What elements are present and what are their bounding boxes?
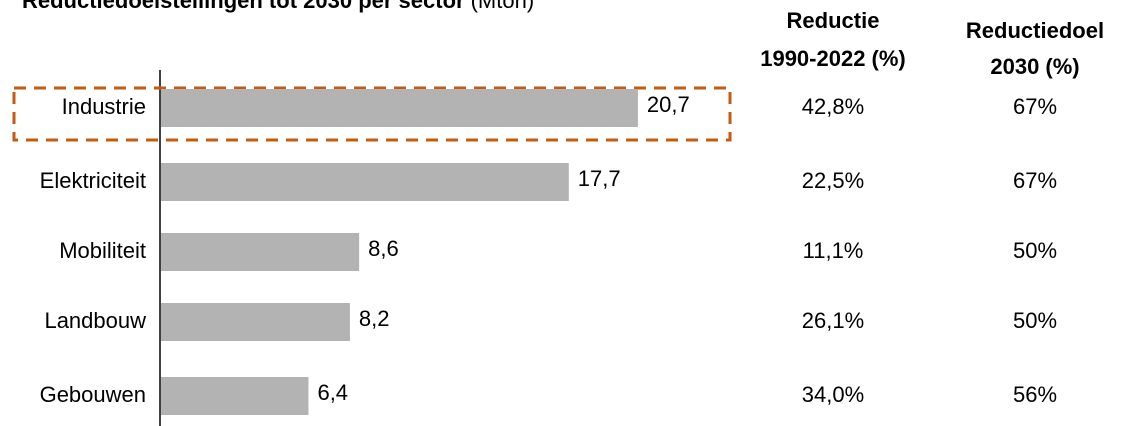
table-cell: 56% (1013, 382, 1057, 407)
category-label: Industrie (62, 94, 146, 119)
value-label: 8,2 (359, 306, 390, 331)
table-cell: 22,5% (802, 168, 864, 193)
value-label: 17,7 (578, 166, 621, 191)
table-cell: 67% (1013, 94, 1057, 119)
category-label: Mobiliteit (59, 238, 146, 263)
bar (161, 233, 360, 271)
column-header: Reductiedoel (966, 18, 1104, 43)
value-label: 8,6 (368, 236, 399, 261)
category-label: Landbouw (44, 308, 146, 333)
value-label: 20,7 (647, 92, 690, 117)
category-label: Elektriciteit (40, 168, 146, 193)
bar (161, 163, 569, 201)
bar (161, 377, 309, 415)
table-cell: 50% (1013, 238, 1057, 263)
column-header: 1990-2022 (%) (760, 46, 906, 71)
value-label: 6,4 (317, 380, 348, 405)
table-cell: 11,1% (803, 238, 864, 263)
table-cell: 42,8% (802, 94, 864, 119)
table-cell: 26,1% (802, 308, 864, 333)
bar (161, 303, 350, 341)
highlight-box (12, 86, 732, 142)
table-cell: 34,0% (802, 382, 864, 407)
category-label: Gebouwen (40, 382, 146, 407)
chart-title: Reductiedoelstellingen tot 2030 per sect… (22, 0, 534, 13)
title: Reductiedoelstellingen tot 2030 per sect… (22, 0, 465, 13)
column-header: 2030 (%) (990, 54, 1079, 79)
bar (161, 89, 638, 127)
table-cell: 67% (1013, 168, 1057, 193)
column-header: Reductie (787, 8, 880, 33)
table-cell: 50% (1013, 308, 1057, 333)
subtitle: (Mton) (471, 0, 535, 13)
